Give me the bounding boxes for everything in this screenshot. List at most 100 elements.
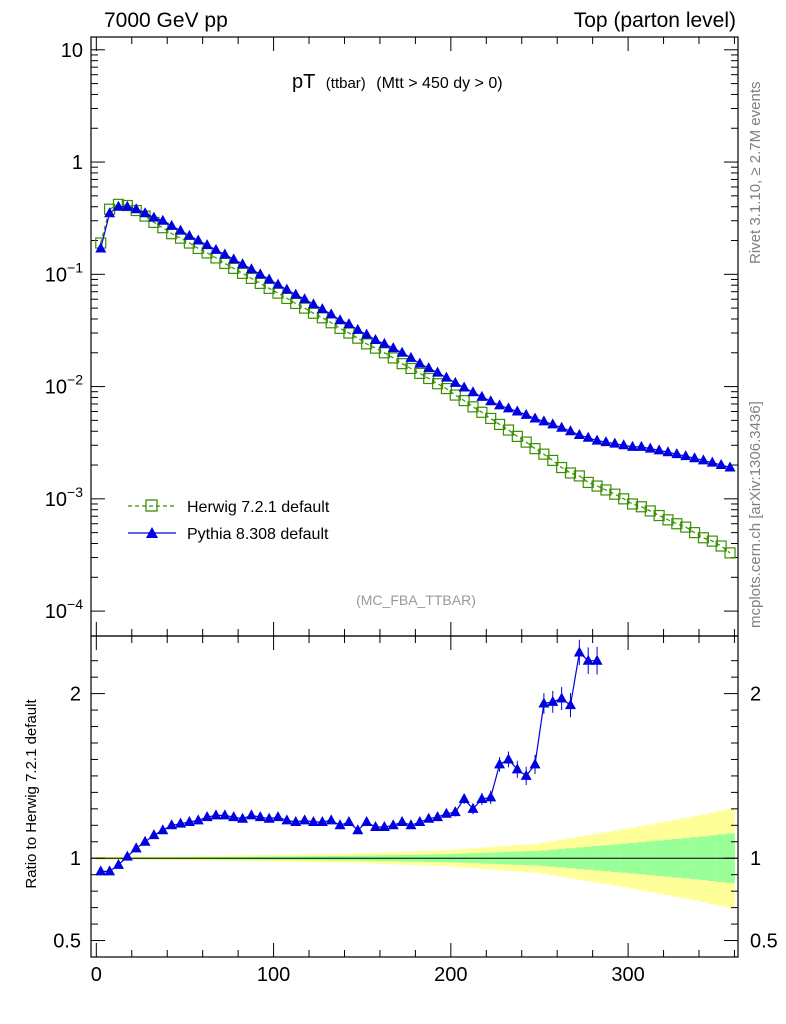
pythia-point <box>609 437 621 448</box>
analysis-label: (MC_FBA_TTBAR) <box>356 592 476 608</box>
ratio-pythia-point <box>183 816 195 827</box>
ratio-panel-axes: 0 100 200 300 0.5 0.5 1 1 2 2 <box>53 635 778 986</box>
pythia-point <box>520 408 532 419</box>
pythia-point <box>361 328 373 339</box>
ratio-pythia-point <box>290 816 302 827</box>
pythia-point <box>245 263 257 274</box>
pythia-point <box>547 418 559 429</box>
pythia-point <box>644 442 656 453</box>
pythia-point <box>219 248 231 259</box>
pythia-point <box>671 448 683 459</box>
pythia-point <box>458 381 470 392</box>
pythia-point <box>405 351 417 362</box>
ratio-ytick-label-left: 2 <box>70 684 81 706</box>
legend: Herwig 7.2.1 default Pythia 8.308 defaul… <box>128 499 330 543</box>
herwig-point <box>573 470 585 482</box>
ratio-pythia-point <box>520 769 532 780</box>
ratio-pythia-point <box>378 820 390 831</box>
herwig-point <box>671 518 683 530</box>
ratio-pythia-point <box>307 816 319 827</box>
ratio-pythia-line <box>100 651 598 872</box>
pythia-point <box>591 434 603 445</box>
pythia-point <box>237 258 249 269</box>
ratio-pythia-point <box>281 814 293 825</box>
pythia-point <box>175 224 187 235</box>
ratio-ytick-label-right: 0.5 <box>750 931 778 953</box>
ratio-pythia-point <box>556 692 568 703</box>
legend-pythia-marker <box>146 527 158 538</box>
pythia-point <box>228 253 240 264</box>
pythia-point <box>121 200 133 211</box>
rivet-label: Rivet 3.1.10, ≥ 2.7M events <box>747 82 764 265</box>
main-ytick-label: 10−1 <box>45 259 83 286</box>
ratio-pythia-point <box>139 835 151 846</box>
pythia-point <box>502 402 514 413</box>
ratio-pythia-point <box>245 809 257 820</box>
header-left: 7000 GeV pp <box>104 9 228 32</box>
ratio-pythia-point <box>210 809 222 820</box>
main-ytick-label: 1 <box>72 152 83 174</box>
pythia-point <box>529 412 541 423</box>
pythia-point <box>485 395 497 406</box>
ratio-pythia-point <box>352 824 364 835</box>
herwig-point <box>502 424 515 436</box>
ratio-pythia-point <box>263 812 275 823</box>
ratio-xtick-label: 300 <box>611 964 644 986</box>
ratio-pythia-point <box>219 809 231 820</box>
pythia-point <box>627 440 639 451</box>
ratio-pythia-point <box>573 646 585 657</box>
pythia-point <box>449 376 461 387</box>
pythia-point <box>423 362 435 373</box>
ratio-pythia-point <box>175 817 187 828</box>
herwig-point <box>724 547 736 559</box>
ratio-pythia-point <box>538 697 550 708</box>
pythia-point <box>564 425 576 436</box>
pythia-point <box>130 203 142 214</box>
ratio-pythia-point <box>316 816 328 827</box>
herwig-point <box>458 394 470 407</box>
main-ytick-label: 10−3 <box>45 484 83 511</box>
main-ytick-label: 10−4 <box>45 596 83 623</box>
ratio-pythia-point <box>582 654 594 665</box>
pythia-point <box>183 229 195 240</box>
ratio-pythia-point <box>254 811 266 822</box>
pythia-point <box>112 200 124 211</box>
pythia-point <box>290 288 302 299</box>
pythia-point <box>467 386 479 397</box>
ratio-pythia-point <box>228 811 240 822</box>
legend-pythia-label: Pythia 8.308 default <box>187 526 329 543</box>
pythia-point <box>352 323 364 334</box>
pythia-point <box>387 342 399 353</box>
ratio-pythia-point <box>591 654 603 665</box>
herwig-point <box>520 436 532 448</box>
pythia-point <box>254 268 266 279</box>
plot-title-sub: (ttbar) <box>326 75 366 92</box>
pythia-point <box>148 211 160 222</box>
ratio-pythia-point <box>547 695 559 706</box>
ratio-pythia-point <box>449 806 461 817</box>
ratio-pythia-point <box>192 814 204 825</box>
ratio-pythia-point <box>529 758 541 769</box>
ratio-pythia-point <box>458 792 470 803</box>
ratio-pythia-point <box>370 820 382 831</box>
pythia-point <box>104 207 116 218</box>
herwig-point <box>635 501 647 513</box>
pythia-point <box>432 366 444 377</box>
ratio-pythia-point <box>387 819 399 830</box>
pythia-point <box>281 283 293 294</box>
ratio-pythia-point <box>432 811 444 822</box>
herwig-point <box>538 448 550 460</box>
pythia-point <box>706 456 718 467</box>
pythia-point <box>538 415 550 426</box>
ratio-pythia-point <box>112 858 124 869</box>
ratio-pythia-point <box>405 819 417 830</box>
ratio-pythia-point <box>476 792 488 803</box>
herwig-point <box>387 352 399 364</box>
herwig-point <box>564 467 577 479</box>
pythia-point <box>325 308 337 319</box>
herwig-point <box>547 454 559 466</box>
pythia-point <box>378 337 390 348</box>
pythia-point <box>299 293 311 304</box>
pythia-point <box>95 242 107 253</box>
ratio-frame <box>90 635 739 958</box>
